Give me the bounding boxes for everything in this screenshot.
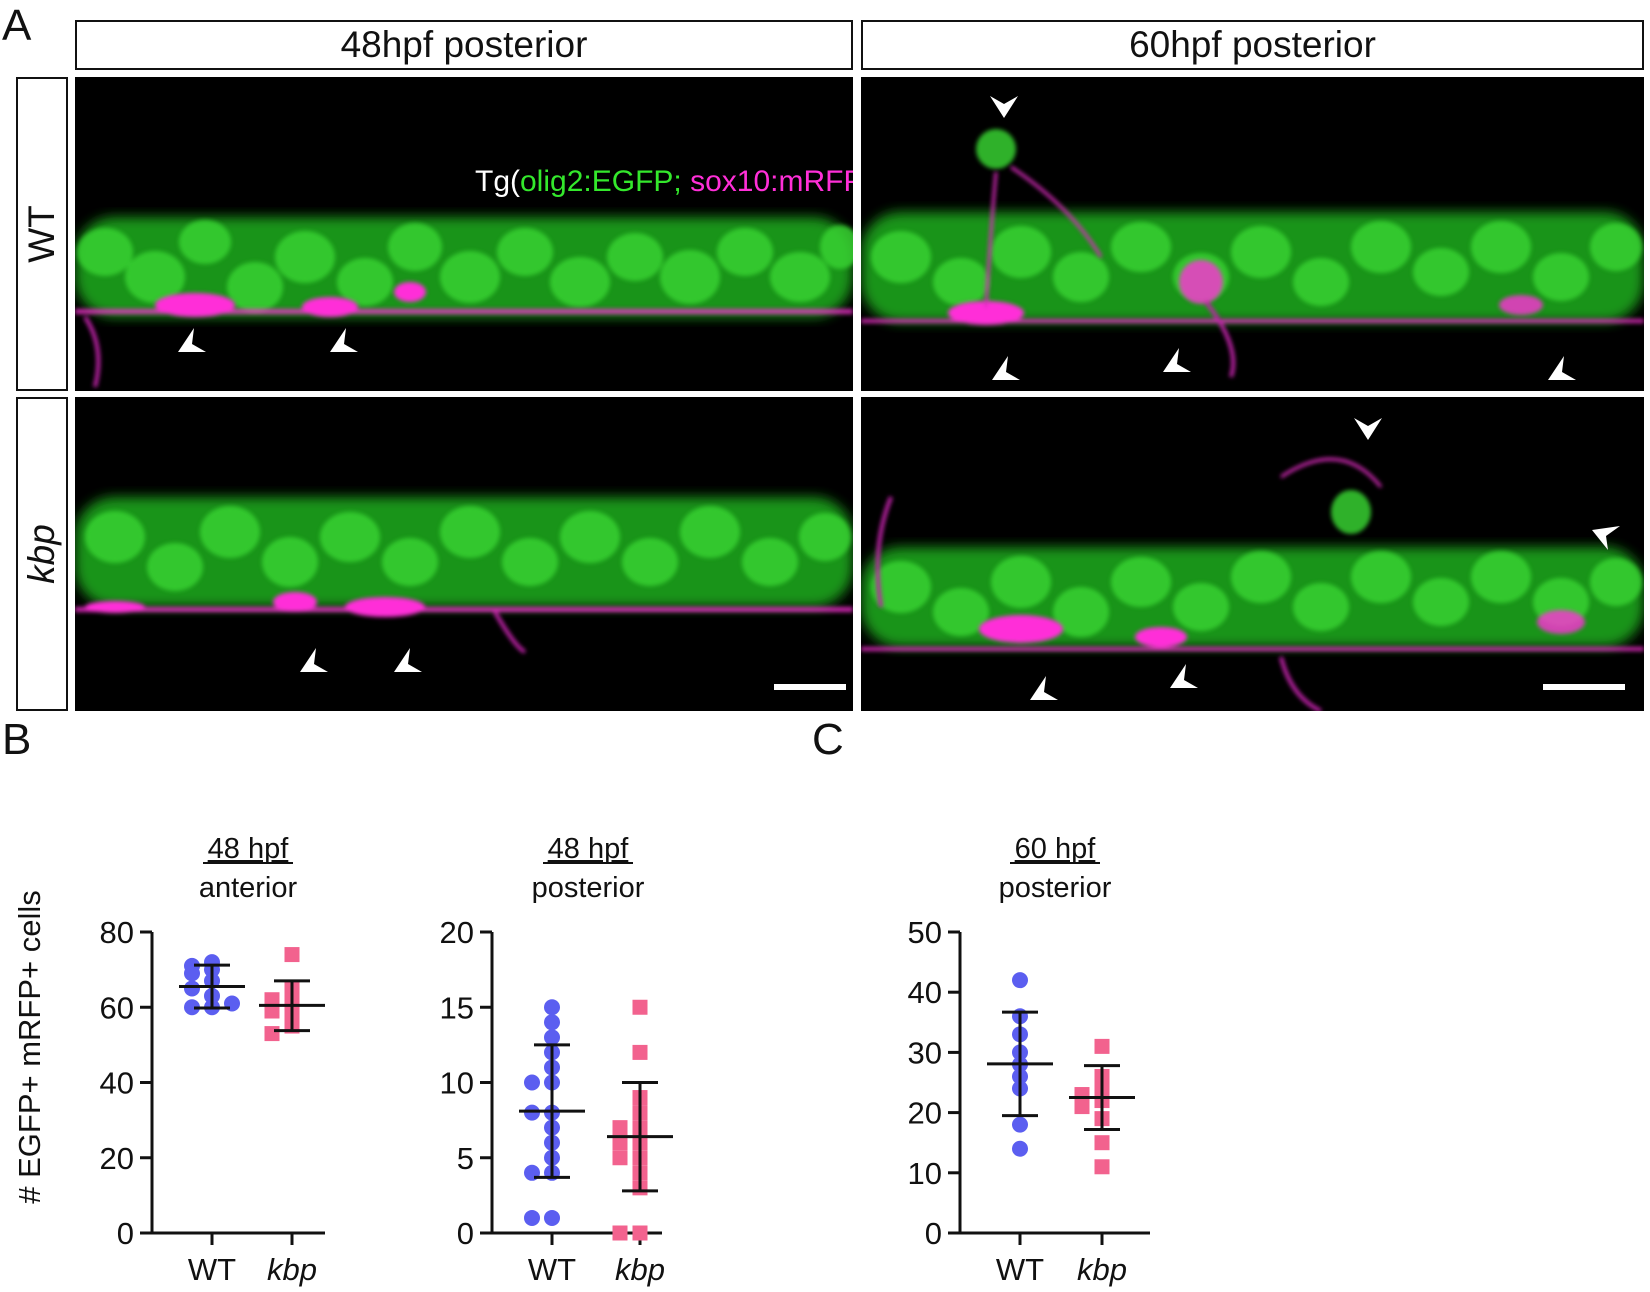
data-point-kbp <box>1094 1159 1110 1175</box>
micrograph-kbp-60hpf-drawing <box>861 397 1644 711</box>
micrograph-kbp-48hpf-drawing <box>75 397 853 711</box>
data-point-kbp <box>612 1150 628 1166</box>
micrograph-wt-60hpf <box>861 77 1644 391</box>
column-header-60hpf: 60hpf posterior <box>861 20 1644 70</box>
data-point-kbp <box>612 1120 628 1136</box>
micrograph-kbp-48hpf <box>75 397 853 711</box>
micrograph-kbp-60hpf <box>861 397 1644 711</box>
y-tick-label: 10 <box>908 1156 942 1191</box>
data-point-wt <box>184 980 200 997</box>
data-point-kbp <box>632 1225 648 1241</box>
data-point-wt <box>1012 972 1028 989</box>
data-point-kbp <box>612 1135 628 1151</box>
x-tick-label: WT <box>528 1252 576 1287</box>
data-point-kbp <box>1094 1038 1110 1054</box>
x-tick-label: WT <box>188 1252 236 1287</box>
x-tick-label: kbp <box>1077 1252 1127 1287</box>
data-point-kbp <box>1074 1099 1090 1115</box>
y-tick-label: 40 <box>908 975 942 1010</box>
y-tick-label: 15 <box>440 990 474 1025</box>
data-point-wt <box>544 999 560 1016</box>
chart-subtitle: anterior <box>199 872 298 904</box>
data-point-wt <box>544 1209 560 1226</box>
y-tick-label: 30 <box>908 1035 942 1070</box>
y-tick-label: 5 <box>457 1141 474 1176</box>
fluorescence-legend: Tg(olig2:EGFP; sox10:mRFP) <box>475 165 853 198</box>
panel-letter-a: A <box>2 1 32 50</box>
y-tick-label: 0 <box>925 1216 942 1251</box>
data-point-wt <box>1012 1140 1028 1157</box>
data-point-kbp <box>632 999 648 1015</box>
data-point-kbp <box>632 1044 648 1060</box>
data-point-wt <box>524 1074 540 1091</box>
micrograph-wt-48hpf: Tg(olig2:EGFP; sox10:mRFP) <box>75 77 853 391</box>
micrograph-wt-60hpf-drawing <box>861 77 1644 391</box>
data-point-wt <box>1012 1116 1028 1133</box>
x-tick-label: kbp <box>267 1252 317 1287</box>
x-tick-label: WT <box>996 1252 1044 1287</box>
chart-title: 48 hpf <box>548 833 630 865</box>
data-point-wt <box>544 1029 560 1046</box>
chart-title: 60 hpf <box>1015 833 1097 865</box>
y-tick-label: 0 <box>457 1216 474 1251</box>
data-point-kbp <box>1094 1135 1110 1151</box>
data-point-kbp <box>612 1225 628 1241</box>
y-tick-label: 80 <box>100 915 134 950</box>
x-tick-label: kbp <box>615 1252 665 1287</box>
row-header-wt: WT <box>16 77 68 391</box>
panel-letter-c: C <box>812 715 844 764</box>
y-tick-label: 40 <box>100 1066 134 1101</box>
chart-subtitle: posterior <box>532 872 645 904</box>
y-tick-label: 20 <box>100 1141 134 1176</box>
data-point-wt <box>544 1014 560 1031</box>
panel-letter-b: B <box>2 715 32 764</box>
data-point-kbp <box>284 947 300 963</box>
y-tick-label: 0 <box>117 1216 134 1251</box>
column-header-48hpf: 48hpf posterior <box>75 20 853 70</box>
y-tick-label: 10 <box>440 1066 474 1101</box>
data-point-wt <box>524 1209 540 1226</box>
y-axis-label: # EGFP+ mRFP+ cells <box>12 890 47 1204</box>
micrograph-wt-48hpf-drawing <box>75 77 853 391</box>
data-point-wt <box>184 999 200 1016</box>
y-tick-label: 20 <box>440 915 474 950</box>
data-point-kbp <box>264 992 280 1008</box>
y-tick-label: 60 <box>100 990 134 1025</box>
data-point-wt <box>524 1104 540 1121</box>
y-tick-label: 20 <box>908 1096 942 1131</box>
chart-title: 48 hpf <box>208 833 290 865</box>
chart-subtitle: posterior <box>999 872 1112 904</box>
y-tick-label: 50 <box>908 915 942 950</box>
data-point-kbp <box>264 1026 280 1042</box>
data-point-wt <box>184 965 200 982</box>
row-header-kbp: kbp <box>16 397 68 711</box>
data-point-kbp <box>264 1003 280 1019</box>
